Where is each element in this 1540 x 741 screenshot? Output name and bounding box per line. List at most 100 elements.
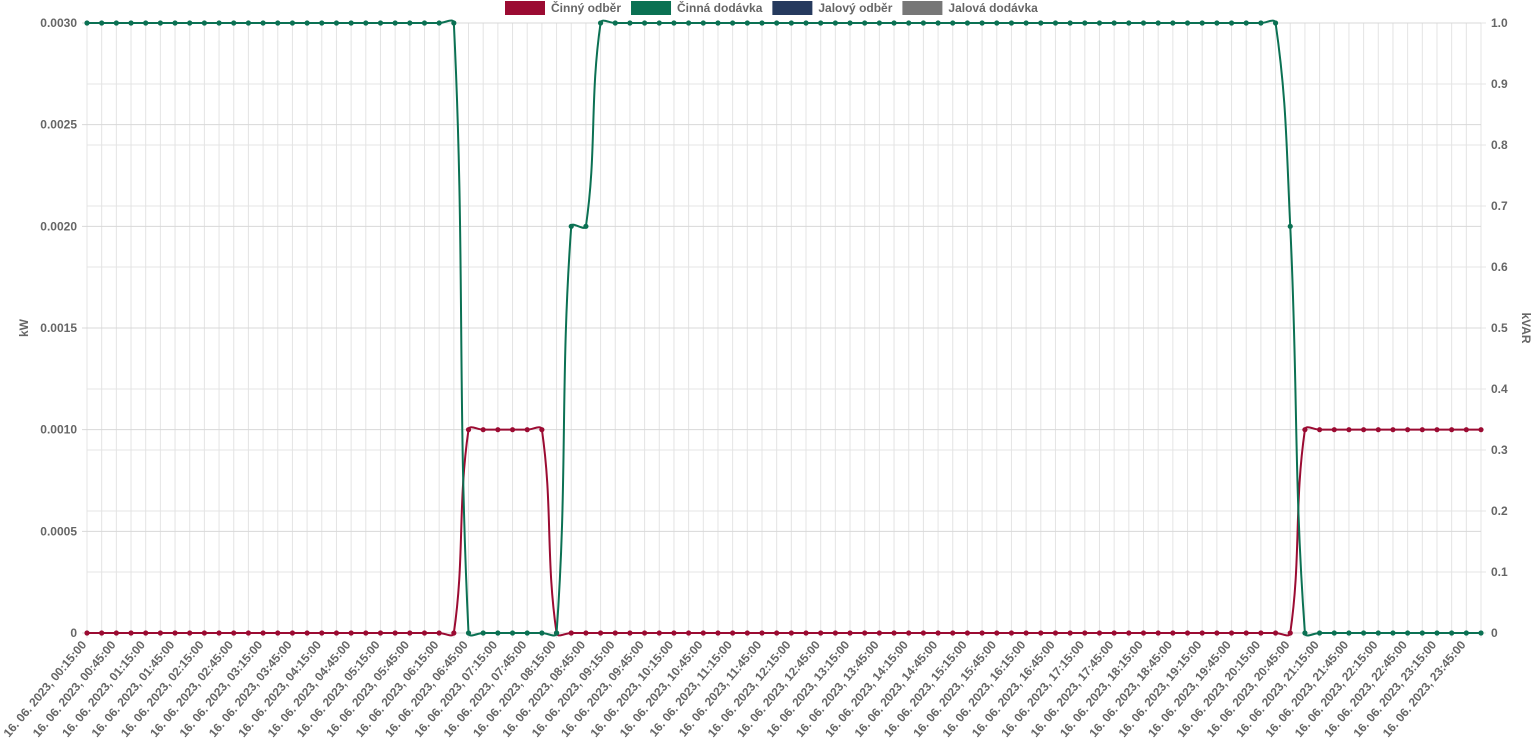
data-point xyxy=(304,20,310,26)
data-point xyxy=(876,630,882,636)
legend-label: Činný odběr xyxy=(551,0,621,15)
data-point xyxy=(862,630,868,636)
data-point xyxy=(1214,20,1220,26)
y2-tick-label: 0 xyxy=(1491,626,1498,640)
data-point xyxy=(1023,20,1029,26)
data-point xyxy=(1008,20,1015,26)
data-point xyxy=(1082,630,1088,636)
data-point xyxy=(333,630,340,636)
data-point xyxy=(1463,427,1469,433)
data-point xyxy=(495,630,501,636)
data-point xyxy=(1067,20,1073,26)
data-point xyxy=(715,630,721,636)
data-point xyxy=(1243,630,1249,636)
data-point xyxy=(465,630,472,636)
y-tick-label: 0.0005 xyxy=(40,524,77,538)
y2-tick-label: 0.7 xyxy=(1491,199,1508,213)
y-tick-label: 0.0010 xyxy=(40,423,77,437)
data-point xyxy=(671,20,677,26)
y-tick-label: 0.0025 xyxy=(40,118,77,132)
data-point xyxy=(480,630,486,636)
data-point xyxy=(715,20,721,26)
data-point xyxy=(597,630,604,636)
data-point xyxy=(1375,630,1381,636)
data-point xyxy=(1008,630,1015,636)
data-point xyxy=(1258,20,1264,26)
data-point xyxy=(407,20,413,26)
y2-tick-label: 0.1 xyxy=(1491,565,1508,579)
data-point xyxy=(231,630,237,636)
data-point xyxy=(363,20,369,26)
y2-tick-label: 0.3 xyxy=(1491,443,1508,457)
data-point xyxy=(759,20,765,26)
data-point xyxy=(627,20,633,26)
data-point xyxy=(1228,20,1235,26)
data-point xyxy=(201,630,207,636)
data-point xyxy=(700,20,706,26)
data-point xyxy=(788,20,794,26)
data-point xyxy=(950,630,956,636)
data-point xyxy=(113,630,119,636)
data-point xyxy=(1331,630,1337,636)
data-point xyxy=(539,630,545,636)
data-point xyxy=(377,630,384,636)
data-point xyxy=(1258,630,1264,636)
data-point xyxy=(1023,630,1029,636)
data-point xyxy=(1287,223,1293,229)
data-point xyxy=(1067,630,1073,636)
data-point xyxy=(377,20,384,26)
data-point xyxy=(1111,630,1117,636)
data-point xyxy=(1390,427,1396,433)
data-point xyxy=(686,20,692,26)
data-point xyxy=(1126,630,1132,636)
data-point xyxy=(275,20,281,26)
data-point xyxy=(113,20,119,26)
legend-swatch xyxy=(772,1,813,15)
y-tick-label: 0.0020 xyxy=(40,219,77,233)
y2-axis-title: kVAR xyxy=(1519,312,1533,343)
data-point xyxy=(1361,630,1367,636)
legend-swatch xyxy=(631,1,672,15)
data-point xyxy=(803,630,809,636)
data-point xyxy=(451,630,457,636)
data-point xyxy=(1449,427,1455,433)
data-point xyxy=(994,630,1000,636)
data-point xyxy=(774,630,780,636)
data-point xyxy=(392,630,398,636)
legend-swatch xyxy=(505,1,545,15)
data-point xyxy=(818,630,824,636)
data-point xyxy=(304,630,310,636)
data-point xyxy=(891,630,897,636)
data-point xyxy=(157,20,163,26)
y-tick-label: 0.0015 xyxy=(40,321,77,335)
data-point xyxy=(216,20,222,26)
data-point xyxy=(509,630,516,636)
data-point xyxy=(436,20,442,26)
data-point xyxy=(847,20,853,26)
data-point xyxy=(1170,630,1176,636)
data-point xyxy=(744,20,750,26)
legend-swatch xyxy=(902,1,943,15)
data-point xyxy=(1302,427,1308,433)
data-point xyxy=(876,20,882,26)
data-point xyxy=(319,630,325,636)
data-point xyxy=(1375,427,1381,433)
data-point xyxy=(803,20,809,26)
data-point xyxy=(1346,427,1352,433)
data-point xyxy=(1228,630,1235,636)
data-point xyxy=(891,20,897,26)
data-point xyxy=(1478,427,1484,433)
data-point xyxy=(524,427,530,433)
data-point xyxy=(730,630,736,636)
data-point xyxy=(862,20,868,26)
data-point xyxy=(275,630,281,636)
data-point xyxy=(568,223,574,229)
data-point xyxy=(1038,630,1044,636)
data-point xyxy=(407,630,413,636)
y2-tick-label: 0.8 xyxy=(1491,138,1508,152)
data-point xyxy=(480,427,486,433)
data-point xyxy=(143,20,149,26)
data-point xyxy=(818,20,824,26)
data-point xyxy=(201,20,207,26)
